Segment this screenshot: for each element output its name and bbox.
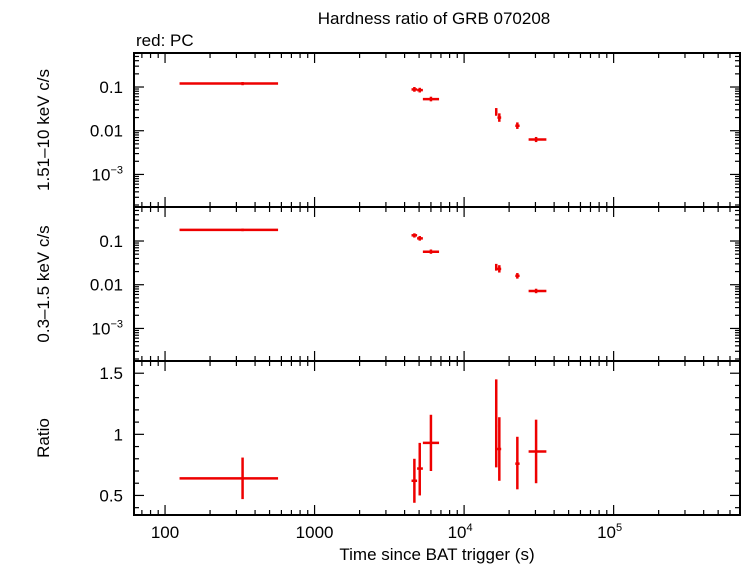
data-point-soft-6 [515,273,520,279]
y-tick-label-soft-base: 0.01 [90,276,123,295]
panel-frame-ratio [133,360,741,516]
y-tick-label-ratio: 1 [114,425,123,444]
y-axis-label-hard: 1.51–10 keV c/s [34,69,53,191]
y-tick-label-hard: 0.1 [99,78,123,97]
y-axis-label-soft: 0.3–1.5 keV c/s [34,225,53,342]
y-tick-label-ratio: 1.5 [99,364,123,383]
x-tick-label-base: 100 [151,523,179,542]
data-point-ratio-0 [179,457,279,500]
y-tick-label-soft-base: 10 [92,319,111,338]
x-tick-label-base: 1000 [296,523,334,542]
data-point-ratio-1 [411,458,418,503]
y-tick-label-hard-exponent: −3 [110,164,123,176]
y-axis-label-ratio: Ratio [34,418,53,458]
y-tick-label-ratio-base: 1.5 [99,364,123,383]
data-point-hard-1 [411,87,418,92]
data-point-hard-4 [494,108,498,116]
data-point-soft-5 [497,265,502,273]
data-point-hard-3 [422,96,440,102]
data-point-ratio-6 [515,436,520,490]
data-point-hard-6 [515,122,520,129]
panel-soft: 0.1 0.01 10−3 0.3–1.5 keV c/s [34,206,741,362]
data-point-hard-0 [179,82,279,86]
y-tick-label-hard-base: 10 [92,165,111,184]
x-tick-label: 104 [448,522,473,542]
data-point-soft-0 [179,228,279,232]
y-tick-label-hard-base: 0.1 [99,78,123,97]
data-point-ratio-2 [417,442,423,496]
y-tick-label-soft: 0.1 [99,232,123,251]
y-tick-label-ratio: 0.5 [99,486,123,505]
chart-title: Hardness ratio of GRB 070208 [318,9,550,28]
data-point-soft-4 [494,263,498,271]
data-point-hard-7 [528,136,547,143]
data-point-ratio-5 [497,417,502,481]
data-point-soft-2 [417,236,423,241]
y-tick-label-soft-base: 0.1 [99,232,123,251]
y-tick-label-soft: 10−3 [92,318,123,338]
y-tick-label-hard: 0.01 [90,122,123,141]
y-tick-label-hard-base: 0.01 [90,122,123,141]
x-tick-label-exponent: 4 [467,522,473,534]
x-tick-label: 1000 [296,523,334,542]
y-tick-label-hard: 10−3 [92,164,123,184]
data-point-hard-5 [497,113,502,122]
data-point-ratio-4 [494,379,498,468]
x-tick-label: 100 [151,523,179,542]
y-tick-label-ratio-base: 0.5 [99,486,123,505]
y-tick-label-ratio-base: 1 [114,425,123,444]
data-point-soft-1 [411,233,418,238]
x-tick-label-base: 10 [448,523,467,542]
data-point-soft-3 [422,249,440,254]
data-point-soft-7 [528,288,547,294]
data-point-hard-2 [417,87,423,93]
x-tick-label-exponent: 5 [616,522,622,534]
panel-frame-hard [133,52,741,208]
y-tick-label-soft: 0.01 [90,276,123,295]
x-tick-label: 105 [597,522,622,542]
x-axis-label: Time since BAT trigger (s) [339,545,534,564]
chart-subtitle: red: PC [136,31,194,50]
y-tick-label-soft-exponent: −3 [110,318,123,330]
data-point-ratio-3 [422,414,440,471]
data-point-ratio-7 [528,419,547,484]
panel-hard: 0.1 0.01 10−3 1.51–10 keV c/s [34,52,741,208]
x-tick-label-base: 10 [597,523,616,542]
panel-ratio: 0.5 1 1.5 Ratio [34,360,741,516]
